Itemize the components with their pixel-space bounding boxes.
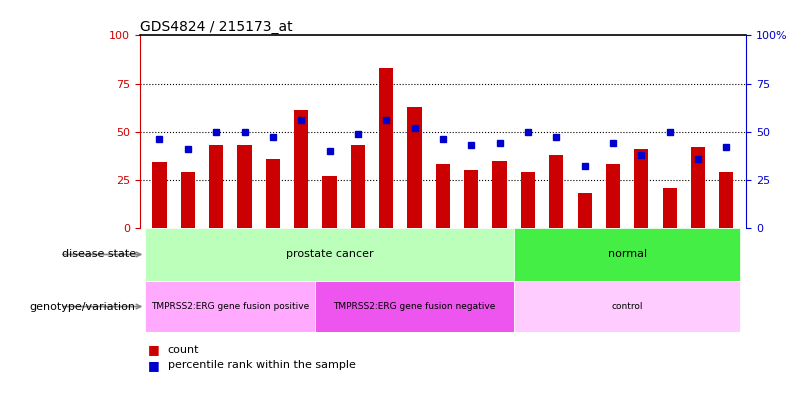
Bar (180, 172, 195, 228)
Bar (351, 145, 365, 228)
Bar (145, 228, 514, 281)
Bar (152, 162, 167, 228)
Bar (549, 155, 563, 228)
Text: GDS4824 / 215173_at: GDS4824 / 215173_at (140, 20, 292, 34)
Text: prostate cancer: prostate cancer (286, 250, 373, 259)
Bar (514, 228, 741, 281)
Text: GSM1348947: GSM1348947 (551, 228, 561, 293)
Bar (145, 281, 315, 332)
Bar (266, 159, 280, 228)
Bar (408, 107, 421, 228)
Bar (606, 164, 620, 228)
Text: TMPRSS2:ERG gene fusion positive: TMPRSS2:ERG gene fusion positive (151, 302, 310, 311)
Bar (578, 193, 591, 228)
Text: control: control (611, 302, 643, 311)
Text: GSM1348943: GSM1348943 (239, 228, 250, 293)
Bar (691, 147, 705, 228)
Bar (492, 160, 507, 228)
Text: normal: normal (607, 250, 646, 259)
Bar (464, 170, 478, 228)
Text: count: count (168, 345, 199, 355)
Text: GSM1348952: GSM1348952 (693, 228, 703, 293)
Text: GSM1348945: GSM1348945 (296, 228, 306, 293)
Text: GSM1348949: GSM1348949 (608, 228, 618, 293)
Bar (379, 68, 393, 228)
Bar (322, 176, 337, 228)
Text: GSM1348934: GSM1348934 (353, 228, 363, 293)
Bar (294, 110, 308, 228)
Bar (662, 187, 677, 228)
Text: GSM1348946: GSM1348946 (523, 228, 533, 293)
Text: GSM1348935: GSM1348935 (381, 228, 391, 293)
Text: GSM1348940: GSM1348940 (155, 228, 164, 293)
Bar (634, 149, 648, 228)
Bar (719, 172, 733, 228)
Text: disease state: disease state (61, 250, 136, 259)
Text: GSM1348951: GSM1348951 (665, 228, 674, 293)
Text: GSM1348941: GSM1348941 (183, 228, 193, 293)
Bar (315, 281, 514, 332)
Text: TMPRSS2:ERG gene fusion negative: TMPRSS2:ERG gene fusion negative (334, 302, 496, 311)
Text: GSM1348933: GSM1348933 (325, 228, 334, 293)
Text: GSM1348944: GSM1348944 (268, 228, 278, 293)
Bar (238, 145, 251, 228)
Text: GSM1348939: GSM1348939 (495, 228, 504, 293)
Bar (209, 145, 223, 228)
Bar (514, 281, 741, 332)
Text: GSM1348936: GSM1348936 (409, 228, 420, 293)
Text: ■: ■ (148, 359, 160, 372)
Bar (521, 172, 535, 228)
Text: percentile rank within the sample: percentile rank within the sample (168, 360, 355, 371)
Text: GSM1348948: GSM1348948 (579, 228, 590, 293)
Text: ■: ■ (148, 343, 160, 356)
Text: GSM1348953: GSM1348953 (721, 228, 731, 293)
Text: GSM1348950: GSM1348950 (636, 228, 646, 293)
Text: GSM1348942: GSM1348942 (211, 228, 221, 293)
Text: genotype/variation: genotype/variation (30, 301, 136, 312)
Bar (436, 164, 450, 228)
Text: GSM1348937: GSM1348937 (438, 228, 448, 293)
Text: GSM1348938: GSM1348938 (466, 228, 476, 293)
